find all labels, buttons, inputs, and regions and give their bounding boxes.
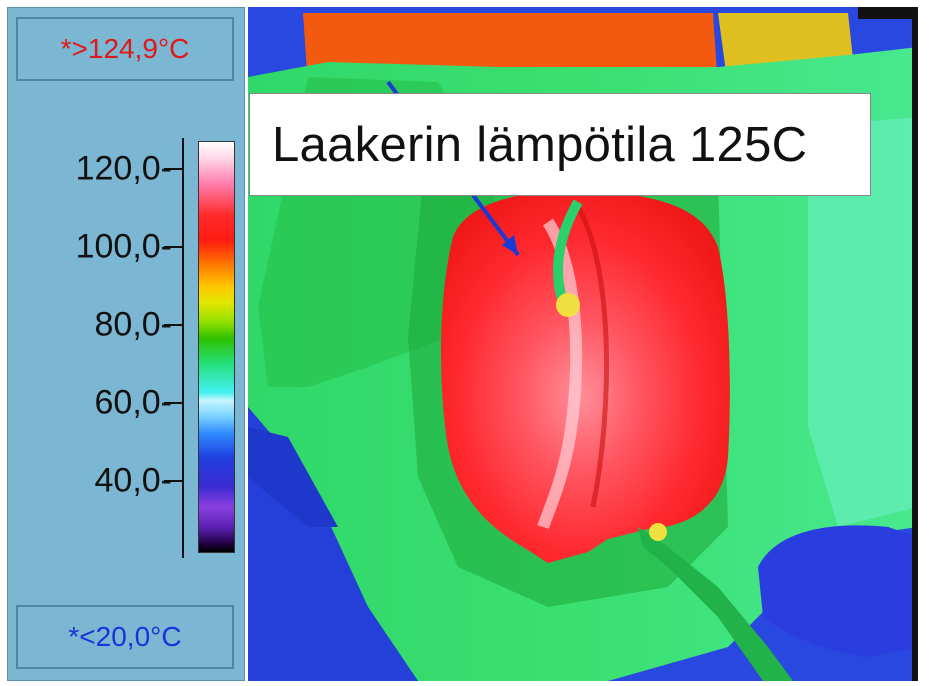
tick-mark [164,402,184,404]
annotation-label: Laakerin lämpötila 125C [272,117,808,172]
annotation-box: Laakerin lämpötila 125C [249,93,871,196]
tick-mark [164,246,184,248]
tick-mark [164,168,184,170]
tick-label: 100,0- [75,227,172,266]
tick-mark [164,480,184,482]
temperature-scale: 120,0- 100,0- 80,0- 60,0- 40,0- [14,138,246,568]
tick-label: 120,0- [75,149,172,188]
thermal-scene [248,7,918,681]
tick-label: 60,0- [94,383,173,422]
tick-label: 80,0- [94,305,173,344]
arrow-head [502,235,518,255]
scale-axis [182,138,184,558]
min-temperature-label[interactable]: *<20,0°C [16,605,234,669]
tick-label: 40,0- [94,461,173,500]
tick-mark [164,324,184,326]
max-temperature-label[interactable]: *>124,9°C [16,17,234,81]
color-palette-bar [198,141,235,553]
